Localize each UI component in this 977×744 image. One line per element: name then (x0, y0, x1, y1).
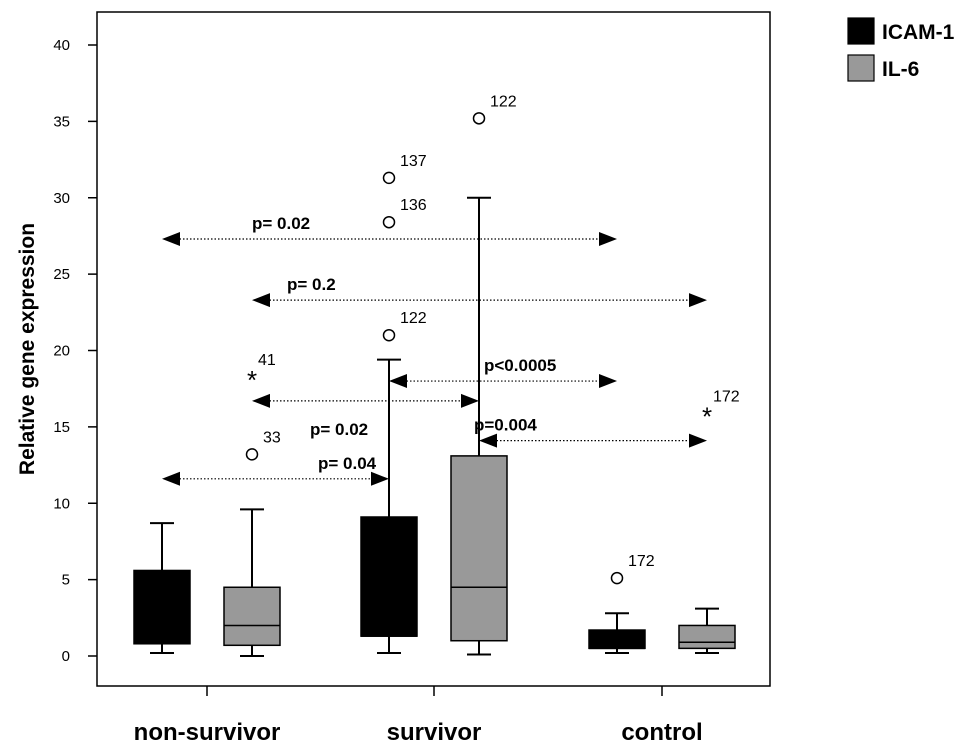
arrowhead-left (252, 393, 270, 408)
box-IL-6-survivor (450, 196, 508, 656)
y-tick-label-25: 25 (53, 266, 70, 283)
comparison-p004: p= 0.04 (162, 454, 389, 486)
comparison-p0004: p=0.004 (474, 416, 707, 448)
outlier-point (610, 571, 624, 585)
box-ICAM-1-non-survivor (133, 522, 191, 654)
legend-swatch-IL-6 (847, 54, 875, 82)
outlier-point (382, 328, 396, 342)
outlier-point (472, 112, 486, 125)
arrowhead-right (599, 374, 617, 389)
comparisons-layer: p= 0.02 p= 0.2 p<0.0005 p= 0.02 p=0.004 p= 0.… (162, 214, 707, 486)
arrowhead-left (479, 433, 497, 448)
x-axis: non-survivor survivor control (134, 686, 703, 744)
arrowhead-right (689, 433, 707, 448)
legend-label-ICAM-1: ICAM-1 (882, 21, 955, 44)
y-tick-label-0: 0 (62, 648, 70, 665)
y-tick-label-20: 20 (53, 343, 70, 360)
y-tick-label-35: 35 (53, 113, 70, 130)
arrowhead-left (162, 231, 180, 246)
x-category-label-survivor: survivor (387, 719, 482, 744)
comparison-label: p= 0.02 (252, 214, 310, 233)
boxes-layer (133, 196, 736, 657)
outlier-star: * (247, 365, 257, 395)
outlier-label: 136 (400, 197, 427, 214)
y-axis-label: Relative gene expression (16, 223, 39, 475)
box-IL-6-non-survivor (223, 508, 281, 657)
outlier-point (382, 215, 396, 229)
y-axis: 0 5 10 15 20 25 30 35 40 (53, 37, 97, 665)
outlier-label: 33 (263, 429, 281, 446)
comparison-label: p= 0.04 (318, 454, 377, 473)
comparison-p002: p= 0.02 (252, 393, 479, 439)
box-iqr (588, 629, 646, 650)
arrowhead-right (461, 393, 479, 408)
outlier-point (245, 448, 259, 461)
comparison-p002: p= 0.02 (162, 214, 617, 246)
box-iqr (223, 586, 281, 647)
plot-frame (96, 11, 771, 687)
comparison-label: p= 0.2 (287, 275, 336, 294)
comparison-label: p<0.0005 (484, 356, 556, 375)
box-iqr (678, 624, 736, 650)
y-tick-label-15: 15 (53, 419, 70, 436)
comparison-label: p=0.004 (474, 416, 537, 435)
box-iqr (133, 569, 191, 645)
y-tick-label-40: 40 (53, 37, 70, 54)
arrowhead-left (252, 293, 270, 308)
outlier-star: * (702, 402, 712, 432)
arrowhead-right (689, 293, 707, 308)
x-category-label-non-survivor: non-survivor (134, 719, 281, 744)
y-tick-label-30: 30 (53, 190, 70, 207)
box-iqr (360, 516, 418, 637)
outlier-label: 122 (490, 93, 517, 110)
outlier-label: 172 (713, 389, 740, 406)
arrowhead-right (599, 231, 617, 246)
arrowhead-left (389, 374, 407, 389)
box-ICAM-1-survivor (360, 358, 418, 654)
legend-swatch-ICAM-1 (847, 17, 875, 45)
arrowhead-left (162, 471, 180, 486)
box-IL-6-control (678, 607, 736, 654)
y-tick-label-5: 5 (62, 572, 70, 589)
outlier-label: 122 (400, 310, 427, 327)
legend-label-IL-6: IL-6 (882, 58, 919, 81)
legend: ICAM-1 IL-6 (847, 17, 955, 82)
box-ICAM-1-control (588, 612, 646, 654)
y-tick-label-10: 10 (53, 495, 70, 512)
arrowhead-right (371, 471, 389, 486)
outlier-point (382, 171, 396, 185)
box-iqr (450, 455, 508, 642)
comparison-label: p= 0.02 (310, 420, 368, 439)
outlier-label: 172 (628, 553, 655, 570)
comparison-p02: p= 0.2 (252, 275, 707, 308)
outlier-label: 41 (258, 352, 276, 369)
outlier-label: 137 (400, 153, 427, 170)
x-category-label-control: control (621, 719, 702, 744)
comparison-p00005: p<0.0005 (389, 356, 617, 389)
